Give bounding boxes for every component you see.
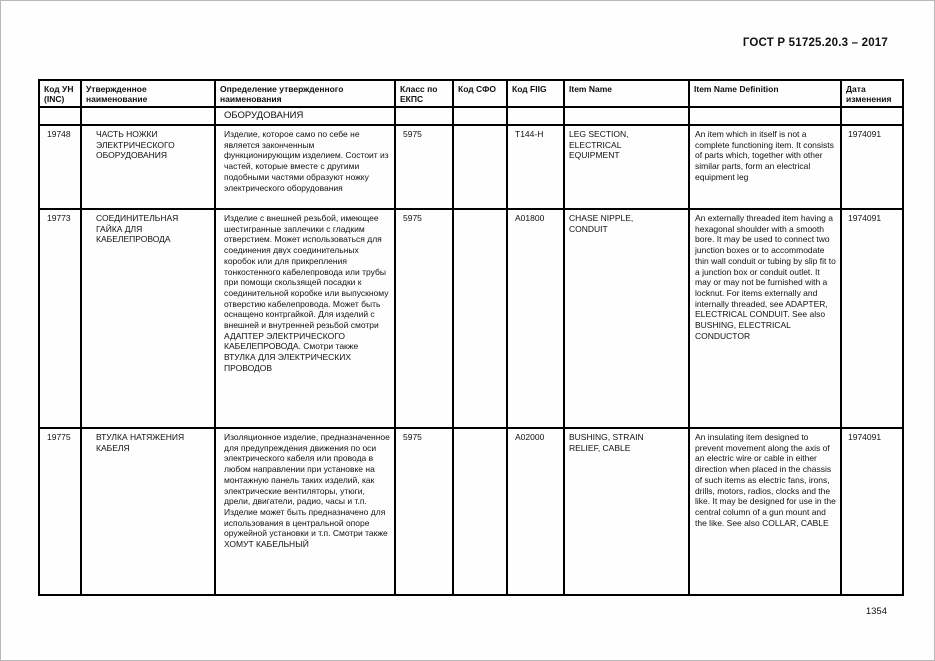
cell-item-name-definition: An item which in itself is not a complet… [688, 124, 842, 210]
header-ekps-class: Класс по ЕКПС [394, 79, 454, 108]
continuation-cell-empty [563, 106, 690, 126]
cell-item-name: BUSHING, STRAIN RELIEF, CABLE [563, 427, 690, 596]
table-row: 19775 ВТУЛКА НАТЯЖЕНИЯ КАБЕЛЯ Изоляционное… [38, 427, 904, 596]
cell-sfo-code [452, 208, 508, 429]
cell-fiig-code: T144-H [506, 124, 565, 210]
cell-approved-definition: Изоляционное изделие, предназначенное дл… [214, 427, 396, 596]
continuation-cell-approved-definition: ОБОРУДОВАНИЯ [214, 106, 396, 126]
header-inc-code: Код УН (INC) [38, 79, 82, 108]
table-row: 19773 СОЕДИНИТЕЛЬНАЯ ГАЙКА ДЛЯ КАБЕЛЕПРОВ… [38, 208, 904, 429]
header-change-date: Дата изменения [840, 79, 904, 108]
cell-item-name-definition: An externally threaded item having a hex… [688, 208, 842, 429]
cell-sfo-code [452, 124, 508, 210]
cell-inc-code: 19775 [38, 427, 82, 596]
cell-fiig-code: A01800 [506, 208, 565, 429]
cell-inc-code: 19773 [38, 208, 82, 429]
header-approved-name: Утвержденное наименование [80, 79, 216, 108]
continuation-cell-empty [80, 106, 216, 126]
cell-inc-code: 19748 [38, 124, 82, 210]
document-title: ГОСТ Р 51725.20.3 – 2017 [742, 37, 888, 49]
continuation-cell-empty [38, 106, 82, 126]
cell-item-name: LEG SECTION, ELECTRICAL EQUIPMENT [563, 124, 690, 210]
table-row-continuation: ОБОРУДОВАНИЯ [38, 106, 904, 126]
header-sfo-code: Код СФО [452, 79, 508, 108]
cell-approved-name: ВТУЛКА НАТЯЖЕНИЯ КАБЕЛЯ [80, 427, 216, 596]
cell-approved-name: ЧАСТЬ НОЖКИ ЭЛЕКТРИЧЕСКОГО ОБОРУДОВАНИЯ [80, 124, 216, 210]
table-header-row: Код УН (INC) Утвержденное наименование Опр… [38, 79, 904, 108]
cell-approved-definition: Изделие с внешней резьбой, имеющее шести… [214, 208, 396, 429]
cell-ekps-class: 5975 [394, 427, 454, 596]
table-row: 19748 ЧАСТЬ НОЖКИ ЭЛЕКТРИЧЕСКОГО ОБОРУДОВ… [38, 124, 904, 210]
continuation-cell-empty [394, 106, 454, 126]
cell-change-date: 1974091 [840, 124, 904, 210]
cell-sfo-code [452, 427, 508, 596]
catalog-table: Код УН (INC) Утвержденное наименование Опр… [38, 79, 904, 596]
continuation-cell-empty [840, 106, 904, 126]
cell-item-name-definition: An insulating item designed to prevent m… [688, 427, 842, 596]
page-number: 1354 [865, 606, 887, 617]
header-item-name: Item Name [563, 79, 690, 108]
cell-fiig-code: A02000 [506, 427, 565, 596]
cell-change-date: 1974091 [840, 208, 904, 429]
continuation-cell-empty [688, 106, 842, 126]
cell-change-date: 1974091 [840, 427, 904, 596]
cell-item-name: CHASE NIPPLE, CONDUIT [563, 208, 690, 429]
header-fiig-code: Код FIIG [506, 79, 565, 108]
header-item-name-definition: Item Name Definition [688, 79, 842, 108]
cell-approved-name: СОЕДИНИТЕЛЬНАЯ ГАЙКА ДЛЯ КАБЕЛЕПРОВОДА [80, 208, 216, 429]
continuation-cell-empty [506, 106, 565, 126]
cell-ekps-class: 5975 [394, 124, 454, 210]
cell-ekps-class: 5975 [394, 208, 454, 429]
header-approved-definition: Определение утвержденного наименования [214, 79, 396, 108]
cell-approved-definition: Изделие, которое само по себе не являетс… [214, 124, 396, 210]
continuation-cell-empty [452, 106, 508, 126]
